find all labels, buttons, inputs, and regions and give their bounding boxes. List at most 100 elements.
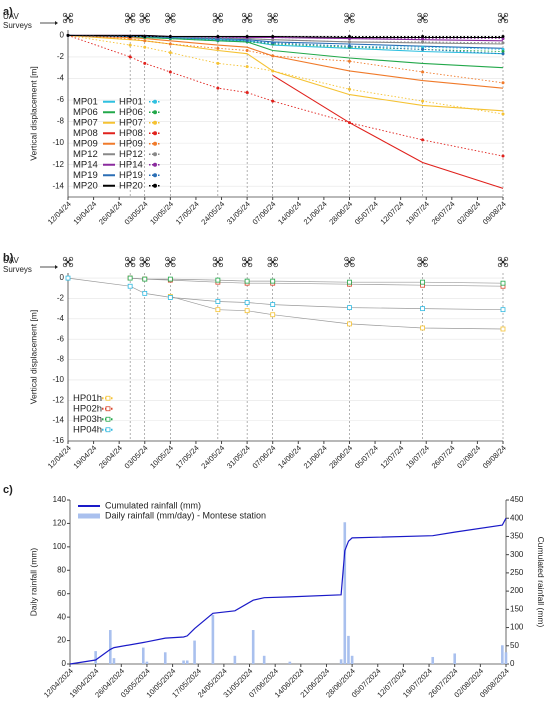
legend-marker bbox=[153, 141, 157, 146]
uav-rotor bbox=[165, 18, 170, 24]
x-tick-label: 09/08/24 bbox=[481, 199, 508, 226]
uav-body bbox=[216, 260, 220, 264]
point bbox=[347, 44, 351, 48]
survey-annotation: UAV Surveys bbox=[3, 256, 32, 274]
legend-marker bbox=[153, 152, 157, 157]
uav-body bbox=[66, 260, 70, 264]
point bbox=[501, 37, 505, 41]
legend-marker bbox=[105, 416, 111, 422]
series-line bbox=[67, 34, 504, 157]
uav-rotor bbox=[130, 12, 136, 18]
y-tick-label: 20 bbox=[57, 636, 66, 645]
point bbox=[215, 307, 221, 313]
y2-tick-label: 100 bbox=[510, 623, 524, 632]
legend-marker bbox=[105, 395, 111, 401]
uav-icon bbox=[497, 12, 509, 24]
uav-body bbox=[501, 260, 505, 264]
uav-rotor bbox=[62, 18, 68, 24]
point bbox=[127, 283, 133, 289]
legend-label: MP07 bbox=[73, 117, 98, 128]
point bbox=[347, 305, 352, 311]
uav-icon bbox=[139, 12, 150, 24]
point bbox=[142, 290, 148, 296]
point bbox=[128, 43, 132, 47]
point bbox=[168, 51, 172, 55]
uav-icon bbox=[62, 12, 74, 24]
point bbox=[168, 70, 172, 74]
series-line bbox=[67, 34, 504, 49]
point bbox=[244, 308, 250, 314]
uav-rotor bbox=[350, 18, 355, 24]
x-tick-label: 05/07/24 bbox=[353, 199, 380, 226]
uav-icon bbox=[344, 256, 355, 268]
point bbox=[421, 37, 425, 41]
point bbox=[421, 45, 425, 49]
bar bbox=[141, 647, 145, 664]
point bbox=[421, 47, 425, 51]
legend-marker bbox=[153, 173, 157, 178]
uav-rotor bbox=[62, 12, 68, 18]
point bbox=[420, 325, 425, 331]
uav-body bbox=[128, 16, 132, 20]
uav-body bbox=[128, 260, 132, 264]
uav-rotor bbox=[350, 12, 355, 18]
y-tick-label: -6 bbox=[57, 95, 65, 104]
x-tick-label: 21/06/24 bbox=[302, 199, 329, 226]
x-tick-label: 12/07/24 bbox=[378, 443, 405, 470]
legend-label: MP08 bbox=[73, 128, 98, 139]
uav-body bbox=[66, 16, 70, 20]
y-tick-label: -12 bbox=[52, 395, 64, 404]
bar bbox=[94, 651, 97, 664]
legend-label: Cumulated rainfall (mm) bbox=[105, 500, 201, 510]
uav-body bbox=[169, 260, 172, 264]
point bbox=[271, 54, 275, 58]
uav-icon bbox=[62, 256, 74, 268]
survey-annotation: UAV Surveys bbox=[3, 12, 32, 30]
x-tick-label: 26/04/24 bbox=[97, 199, 124, 226]
x-tick-label: 19/04/24 bbox=[71, 443, 98, 470]
point bbox=[421, 40, 425, 44]
point bbox=[347, 321, 352, 327]
uav-rotor bbox=[417, 12, 422, 18]
point bbox=[270, 278, 276, 284]
bar bbox=[262, 655, 266, 664]
uav-rotor bbox=[139, 256, 144, 262]
bar bbox=[112, 658, 116, 664]
point bbox=[127, 275, 133, 281]
uav-rotor bbox=[273, 256, 278, 262]
x-tick-label: 26/07/24 bbox=[430, 443, 457, 470]
bar bbox=[431, 656, 435, 664]
legend-marker bbox=[153, 120, 157, 125]
y-tick-label: -14 bbox=[52, 181, 64, 190]
legend-label: HP20 bbox=[119, 180, 143, 191]
legend-swatch bbox=[78, 513, 100, 519]
uav-rotor bbox=[273, 18, 278, 24]
uav-rotor bbox=[267, 18, 272, 24]
bar bbox=[339, 659, 343, 664]
uav-icon bbox=[417, 256, 428, 268]
uav-icon bbox=[241, 256, 253, 268]
legend-label: HP01h bbox=[73, 393, 102, 404]
series-line bbox=[67, 34, 504, 52]
uav-rotor bbox=[241, 262, 247, 268]
uav-rotor bbox=[139, 12, 144, 18]
bar bbox=[501, 645, 504, 664]
point bbox=[347, 34, 351, 38]
point bbox=[421, 34, 425, 38]
y-tick-label: 100 bbox=[53, 542, 67, 551]
point bbox=[142, 276, 148, 282]
bar bbox=[145, 661, 149, 664]
legend-label: HP08 bbox=[119, 128, 143, 139]
point bbox=[347, 40, 351, 44]
y-tick-label: -12 bbox=[52, 160, 64, 169]
y-tick-label: -4 bbox=[57, 74, 65, 83]
point bbox=[347, 59, 351, 63]
uav-rotor bbox=[68, 18, 74, 24]
point bbox=[500, 326, 506, 332]
bar bbox=[109, 630, 112, 664]
point bbox=[501, 41, 505, 45]
uav-rotor bbox=[212, 12, 218, 18]
x-tick-label: 26/04/24 bbox=[97, 443, 124, 470]
y-axis-label: Vertical displacement [m] bbox=[28, 66, 38, 160]
x-tick-label: 28/06/24 bbox=[327, 443, 354, 470]
